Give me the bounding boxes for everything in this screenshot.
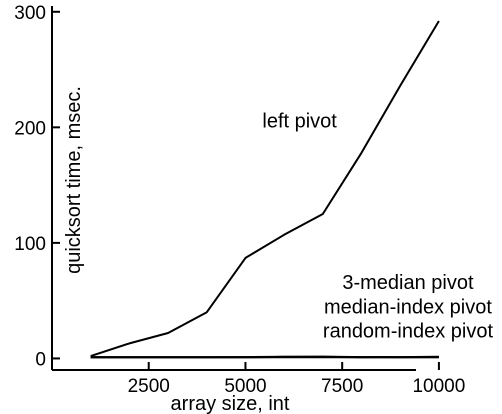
x-tick-label: 5000	[224, 376, 266, 397]
series-group	[90, 20, 440, 359]
annotation-label: median-index pivot	[324, 296, 492, 318]
annotation-label: left pivot	[262, 110, 337, 132]
y-axis-label: quicksort time, msec.	[63, 86, 85, 274]
y-tick-label: 0	[35, 349, 46, 370]
x-tick-label: 7500	[321, 376, 363, 397]
series-line-4	[90, 355, 439, 359]
annotation-label: 3-median pivot	[342, 272, 474, 294]
y-tick-label: 300	[14, 3, 46, 24]
ticks-group: 0 100 200 300 2500 5000 7500 10000	[14, 3, 465, 397]
x-tick-label: 2500	[128, 376, 170, 397]
x-axis-label: array size, int	[171, 393, 290, 414]
y-tick-label: 100	[14, 234, 46, 255]
series-line-1	[90, 20, 440, 358]
axes	[51, 6, 416, 371]
x-tick-label: 10000	[412, 376, 465, 397]
annotation-label: random-index pivot	[323, 321, 494, 343]
y-tick-label: 200	[14, 118, 46, 139]
